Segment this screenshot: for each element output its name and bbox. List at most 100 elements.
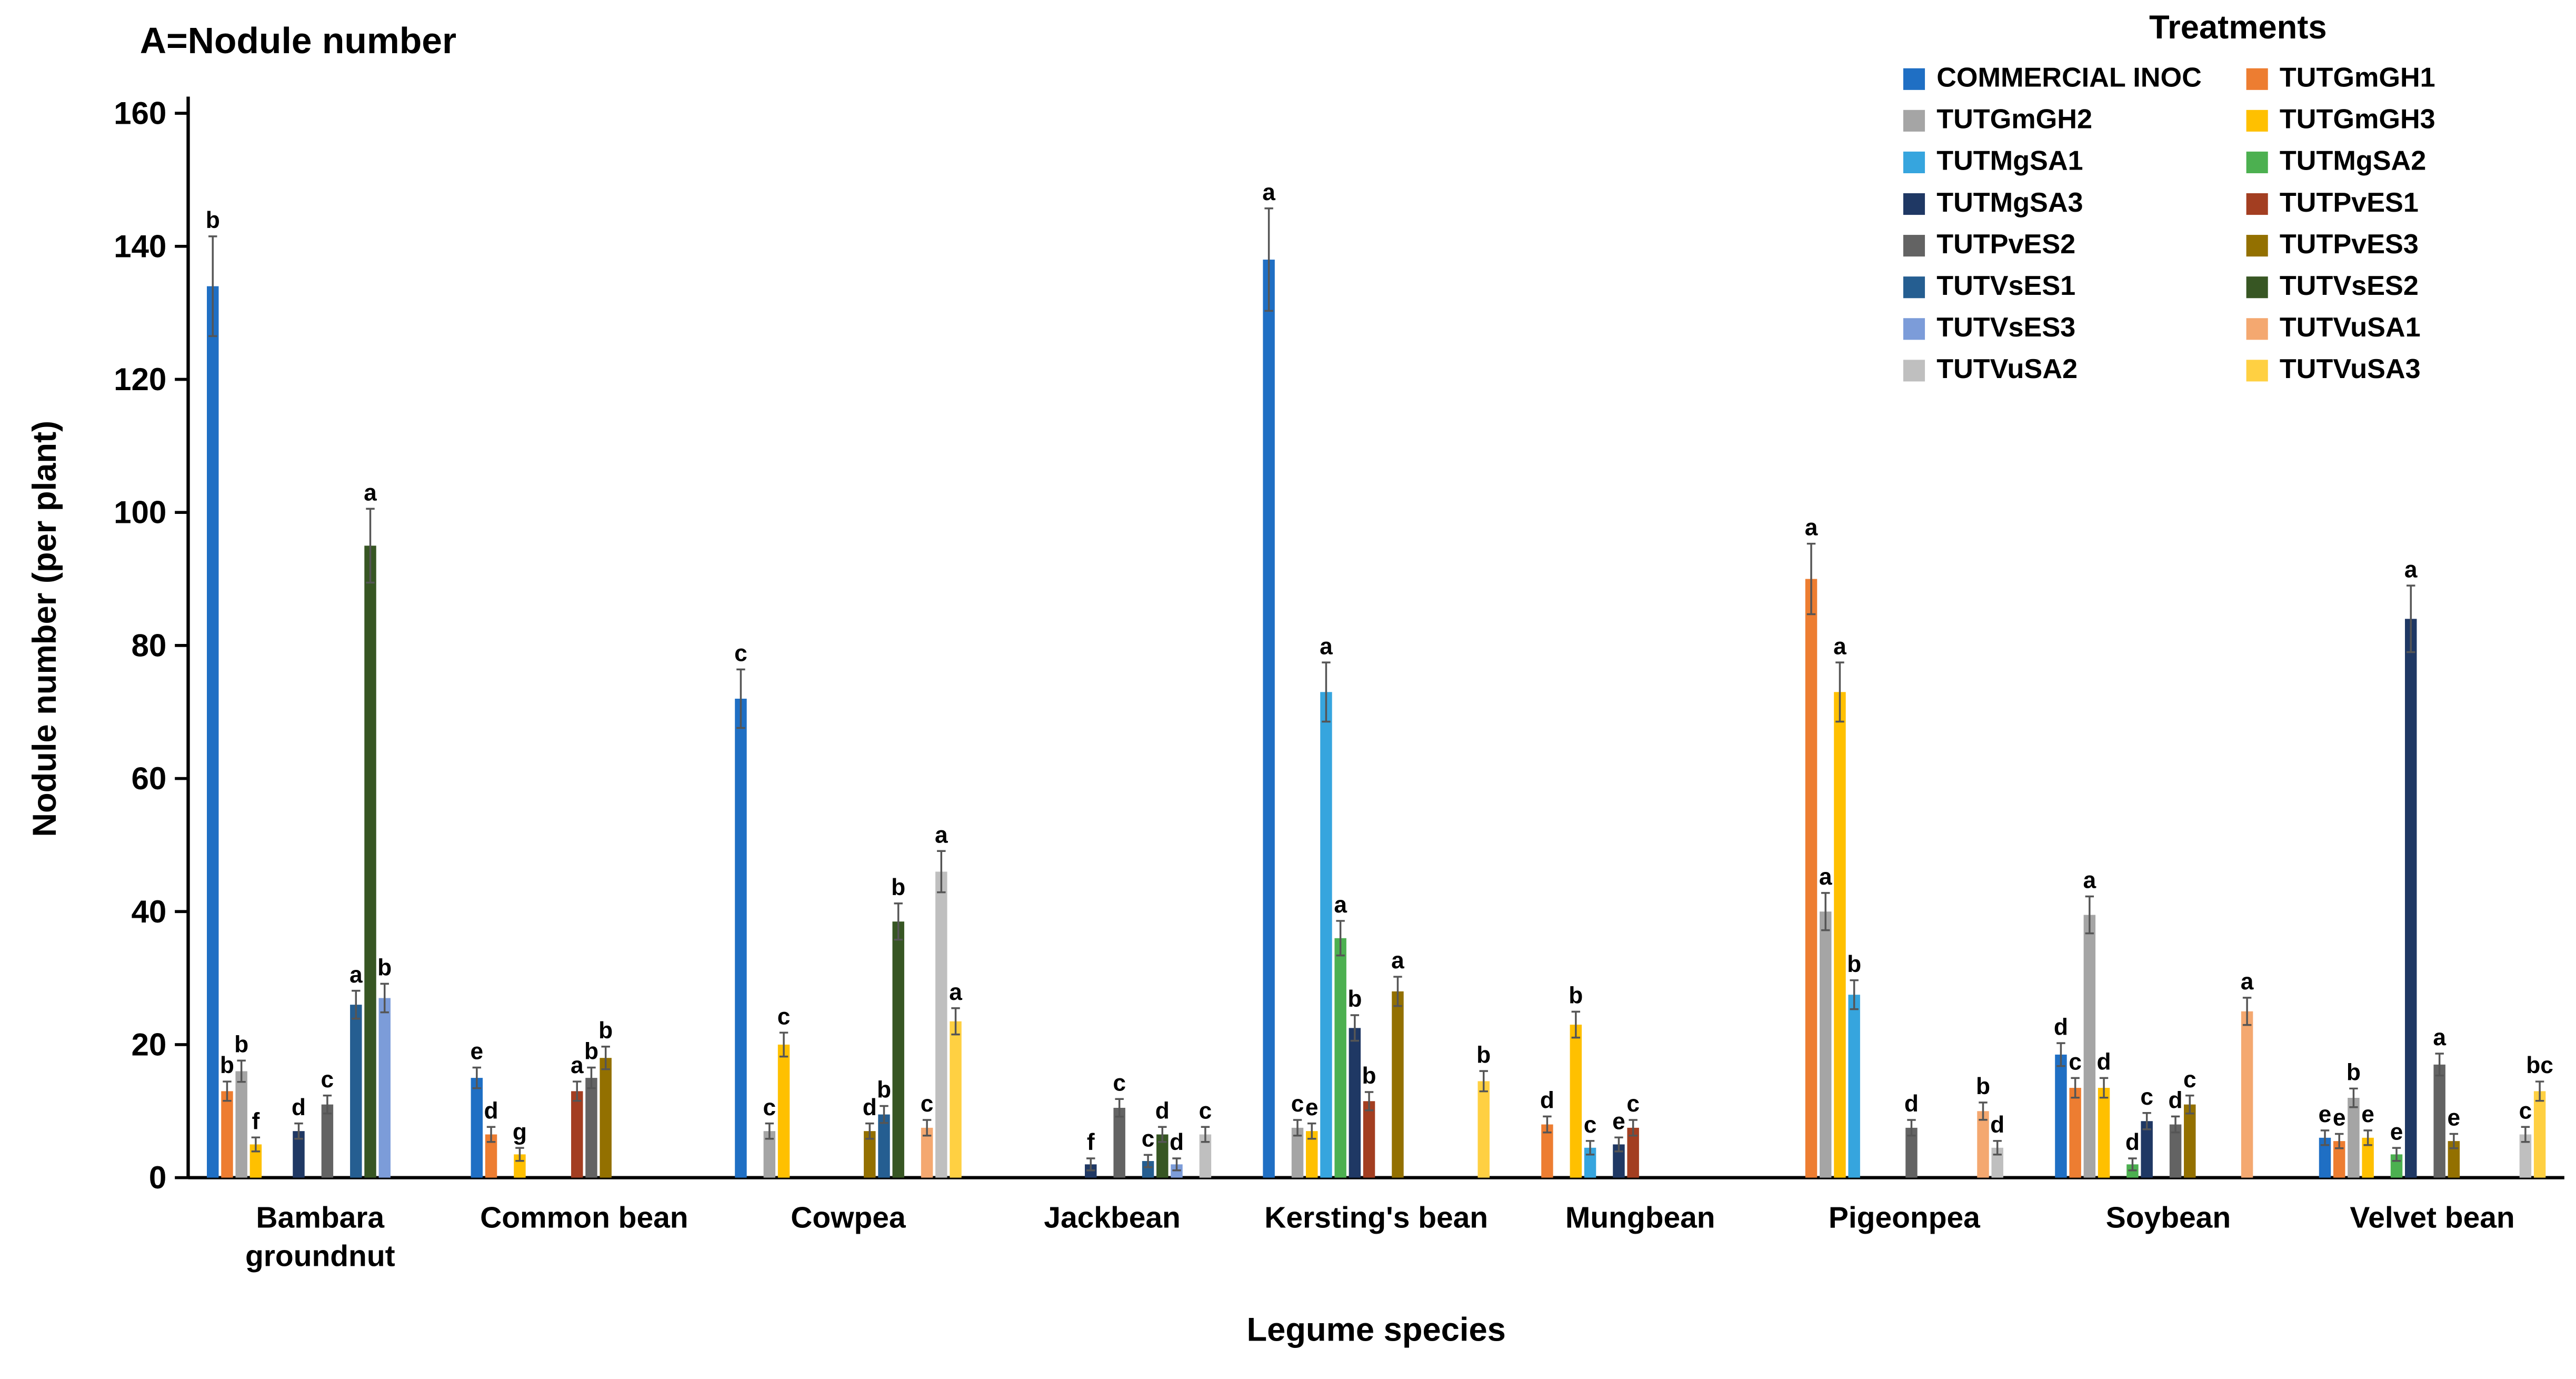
- legend-label: TUTVuSA3: [2279, 354, 2421, 385]
- significance-letter: a: [1805, 515, 1818, 541]
- bar-tutmgsa1-pigeonpea: [1848, 995, 1860, 1178]
- legend-label: TUTMgSA1: [1936, 146, 2083, 177]
- legend-label: TUTVuSA1: [2279, 313, 2421, 343]
- legend-item-tutvusa3: TUTVuSA3: [2246, 355, 2573, 386]
- legend-item-tutmgsa1: TUTMgSA1: [1903, 146, 2246, 178]
- legend-swatch-icon: [2246, 193, 2268, 215]
- bar-tutvses1-bambara-groundnut: [350, 1005, 362, 1178]
- bar-tutgmgh2-cowpea: [763, 1131, 776, 1178]
- bar-tutpves2-velvet-bean: [2433, 1064, 2445, 1178]
- bar-tutmgsa3-kersting-s-bean: [1349, 1028, 1361, 1178]
- bar-tutvusa2-jackbean: [1199, 1134, 1212, 1178]
- legend-label: TUTPvES1: [2279, 188, 2419, 219]
- significance-letter: b: [377, 955, 392, 981]
- significance-letter: a: [2404, 557, 2418, 582]
- bar-tutvses1-jackbean: [1142, 1161, 1154, 1178]
- significance-letter: a: [1334, 892, 1347, 918]
- x-axis-title: Legume species: [1246, 1312, 1506, 1350]
- significance-letter: b: [1569, 983, 1583, 1009]
- significance-letter: c: [2183, 1067, 2196, 1093]
- legend-item-tutpves3: TUTPvES3: [2246, 230, 2573, 262]
- bar-tutgmgh2-bambara-groundnut: [235, 1071, 247, 1178]
- significance-letter: g: [513, 1119, 527, 1145]
- significance-letter: d: [2054, 1014, 2068, 1040]
- significance-letter: a: [364, 480, 377, 505]
- significance-letter: a: [571, 1053, 584, 1078]
- bar-tutpves2-bambara-groundnut: [321, 1104, 334, 1178]
- bar-tutvses2-bambara-groundnut: [364, 545, 376, 1178]
- significance-letter: b: [1347, 986, 1362, 1012]
- bar-tutgmgh1-bambara-groundnut: [221, 1091, 233, 1178]
- legend-swatch-icon: [2246, 276, 2268, 299]
- bar-tutgmgh3-cowpea: [777, 1044, 790, 1178]
- bar-tutvusa3-velvet-bean: [2533, 1091, 2546, 1178]
- bar-tutgmgh3-soybean: [2098, 1088, 2110, 1178]
- y-tick-label: 120: [114, 362, 166, 397]
- bar-tutpves3-kersting-s-bean: [1392, 991, 1404, 1178]
- bar-tutpves3-velvet-bean: [2448, 1141, 2460, 1178]
- bar-tutpves3-cowpea: [864, 1131, 876, 1178]
- significance-letter: d: [1540, 1088, 1554, 1114]
- significance-letter: a: [2083, 868, 2096, 894]
- legend-label: TUTGmGH2: [1936, 105, 2093, 135]
- bar-tutgmgh2-pigeonpea: [1819, 911, 1832, 1178]
- bar-commercial-inoc-kersting-s-bean: [1263, 260, 1275, 1178]
- bar-tutpves1-common-bean: [571, 1091, 583, 1178]
- bar-commercial-inoc-common-bean: [471, 1078, 483, 1178]
- significance-letter: c: [1113, 1070, 1126, 1096]
- significance-letter: e: [2448, 1105, 2461, 1131]
- bar-tutgmgh1-soybean: [2069, 1088, 2081, 1178]
- bar-tutmgsa2-kersting-s-bean: [1334, 938, 1346, 1178]
- legend-label: TUTVsES2: [2279, 271, 2419, 302]
- legend-swatch-icon: [2246, 110, 2268, 132]
- bar-tutpves2-soybean: [2169, 1124, 2182, 1178]
- significance-letter: c: [1584, 1112, 1597, 1138]
- bar-tutvses1-cowpea: [878, 1114, 890, 1178]
- legend-swatch-icon: [1903, 360, 1925, 382]
- chart-title: A=Nodule number: [139, 19, 457, 62]
- significance-letter: e: [2319, 1102, 2332, 1127]
- significance-letter: b: [1476, 1042, 1491, 1068]
- bar-tutpves3-soybean: [2184, 1104, 2196, 1178]
- bar-tutmgsa1-kersting-s-bean: [1320, 692, 1332, 1178]
- bar-tutgmgh1-velvet-bean: [2333, 1141, 2345, 1178]
- significance-letter: b: [891, 875, 905, 900]
- y-tick-label: 20: [132, 1027, 167, 1062]
- y-tick-label: 40: [132, 894, 167, 929]
- legend-label: TUTVsES1: [1936, 271, 2076, 302]
- bar-tutgmgh3-velvet-bean: [2362, 1137, 2374, 1178]
- bar-tutpves2-pigeonpea: [1905, 1127, 1918, 1178]
- x-category-label-velvet-bean: Velvet bean: [2350, 1201, 2514, 1235]
- significance-letter: d: [1904, 1091, 1919, 1117]
- bar-tutgmgh3-kersting-s-bean: [1306, 1131, 1318, 1178]
- y-tick-label: 140: [114, 229, 166, 264]
- x-category-label-jackbean: Jackbean: [1044, 1201, 1181, 1235]
- legend-swatch-icon: [2246, 151, 2268, 174]
- significance-letter: d: [1990, 1112, 2004, 1138]
- legend-grid: COMMERCIAL INOC TUTGmGH1 TUTGmGH2 TUTGmGH3 T…: [1903, 63, 2573, 386]
- legend-swatch-icon: [2246, 235, 2268, 257]
- significance-letter: a: [935, 822, 948, 848]
- bar-tutpves2-jackbean: [1113, 1107, 1125, 1178]
- y-tick-label: 100: [114, 495, 166, 530]
- x-category-label-pigeonpea: Pigeonpea: [1829, 1201, 1981, 1235]
- significance-letter: b: [584, 1039, 598, 1065]
- legend-label: TUTPvES2: [1936, 230, 2076, 260]
- significance-letter: b: [1976, 1074, 1990, 1099]
- bar-tutvusa2-velvet-bean: [2519, 1134, 2532, 1178]
- significance-letter: c: [2069, 1049, 2082, 1075]
- bar-tutvusa1-cowpea: [921, 1127, 933, 1178]
- bar-tutgmgh1-common-bean: [485, 1134, 497, 1178]
- bar-tutpves1-mungbean: [1627, 1127, 1639, 1178]
- significance-letter: e: [471, 1039, 484, 1065]
- significance-letter: c: [1199, 1098, 1212, 1124]
- bar-tutgmgh1-mungbean: [1541, 1124, 1553, 1178]
- significance-letter: d: [2125, 1129, 2140, 1155]
- legend-label: TUTVuSA2: [1936, 354, 2078, 385]
- significance-letter: e: [2361, 1102, 2374, 1127]
- bar-tutvses3-bambara-groundnut: [378, 998, 391, 1178]
- significance-letter: a: [1262, 180, 1275, 205]
- x-category-label-soybean: Soybean: [2106, 1201, 2231, 1235]
- legend-title: Treatments: [2149, 9, 2327, 47]
